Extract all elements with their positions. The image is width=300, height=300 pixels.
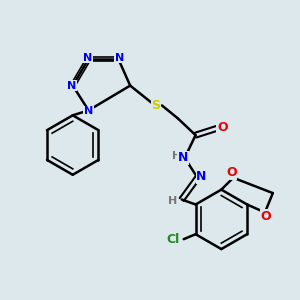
Text: O: O	[226, 166, 237, 179]
Text: N: N	[67, 81, 76, 91]
Text: H: H	[168, 196, 177, 206]
Text: H: H	[172, 151, 182, 161]
Text: N: N	[84, 106, 93, 116]
Text: Cl: Cl	[166, 233, 179, 246]
Text: O: O	[217, 121, 228, 134]
Text: S: S	[152, 99, 160, 112]
Text: N: N	[83, 53, 92, 63]
Text: N: N	[178, 152, 188, 164]
Text: N: N	[115, 53, 124, 63]
Text: O: O	[261, 210, 271, 223]
Text: N: N	[196, 170, 207, 183]
